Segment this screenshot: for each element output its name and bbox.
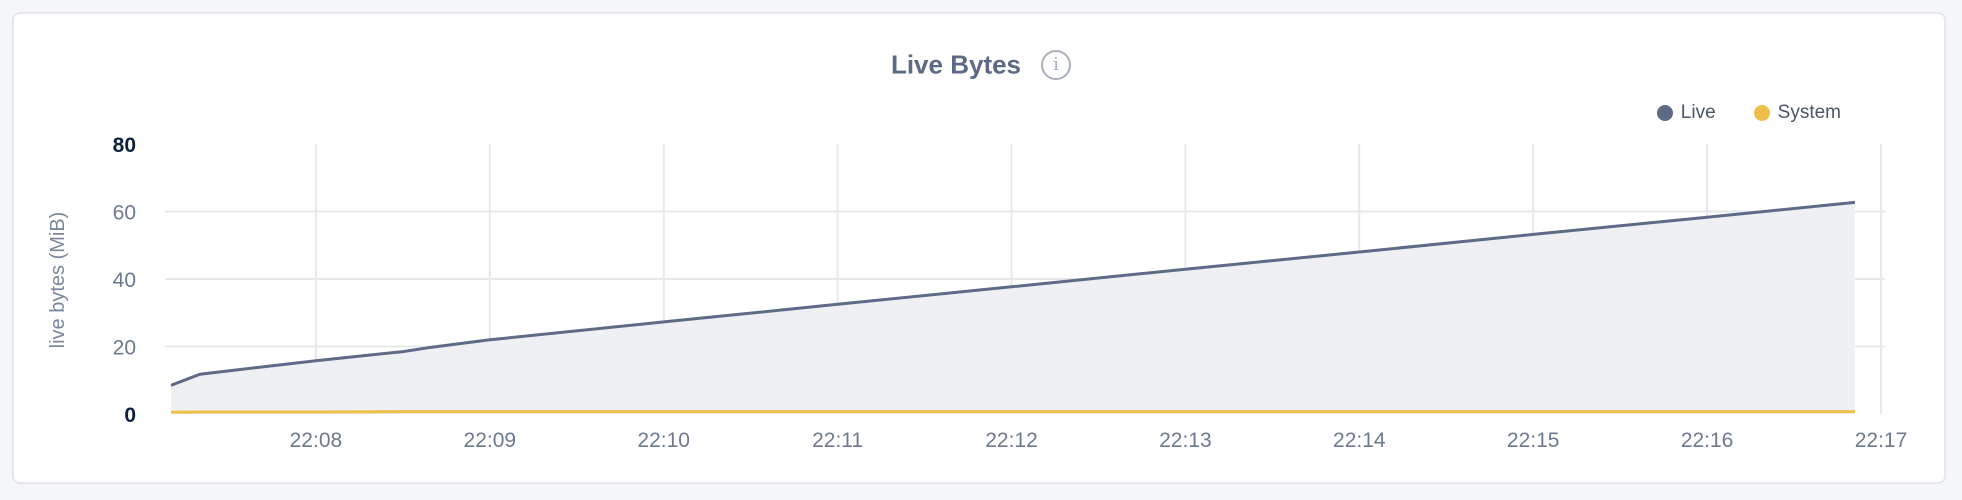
legend-dot-live xyxy=(1656,105,1673,121)
legend-label-live: Live xyxy=(1680,102,1716,123)
legend: Live System xyxy=(1656,102,1841,124)
legend-item-live[interactable]: Live xyxy=(1656,102,1716,124)
y-tick-label: 80 xyxy=(113,134,136,157)
chart-title: Live Bytes i xyxy=(0,48,1962,81)
x-tick-label: 22:14 xyxy=(1333,429,1386,452)
x-tick-label: 22:08 xyxy=(290,429,343,452)
y-axis-label: live bytes (MiB) xyxy=(47,212,69,349)
y-tick-label: 40 xyxy=(113,269,136,292)
legend-dot-system xyxy=(1753,105,1770,121)
legend-label-system: System xyxy=(1777,102,1841,123)
system-line xyxy=(170,410,1855,414)
legend-item-system[interactable]: System xyxy=(1753,102,1841,124)
live-line xyxy=(170,200,1856,387)
x-tick-label: 22:15 xyxy=(1507,429,1560,452)
x-tick-label: 22:17 xyxy=(1855,429,1908,452)
x-tick-label: 22:11 xyxy=(812,429,863,452)
y-tick-label: 0 xyxy=(124,404,136,427)
x-tick-label: 22:09 xyxy=(464,429,517,452)
x-tick-label: 22:12 xyxy=(985,429,1038,452)
y-tick-label: 20 xyxy=(113,337,136,360)
x-tick-label: 22:13 xyxy=(1159,429,1212,452)
live-area xyxy=(171,202,1855,414)
x-tick-label: 22:10 xyxy=(637,429,690,452)
info-circle-icon[interactable]: i xyxy=(1041,50,1072,81)
y-tick-label: 60 xyxy=(113,202,136,225)
chart-title-text: Live Bytes xyxy=(890,49,1022,80)
x-tick-label: 22:16 xyxy=(1681,429,1734,452)
